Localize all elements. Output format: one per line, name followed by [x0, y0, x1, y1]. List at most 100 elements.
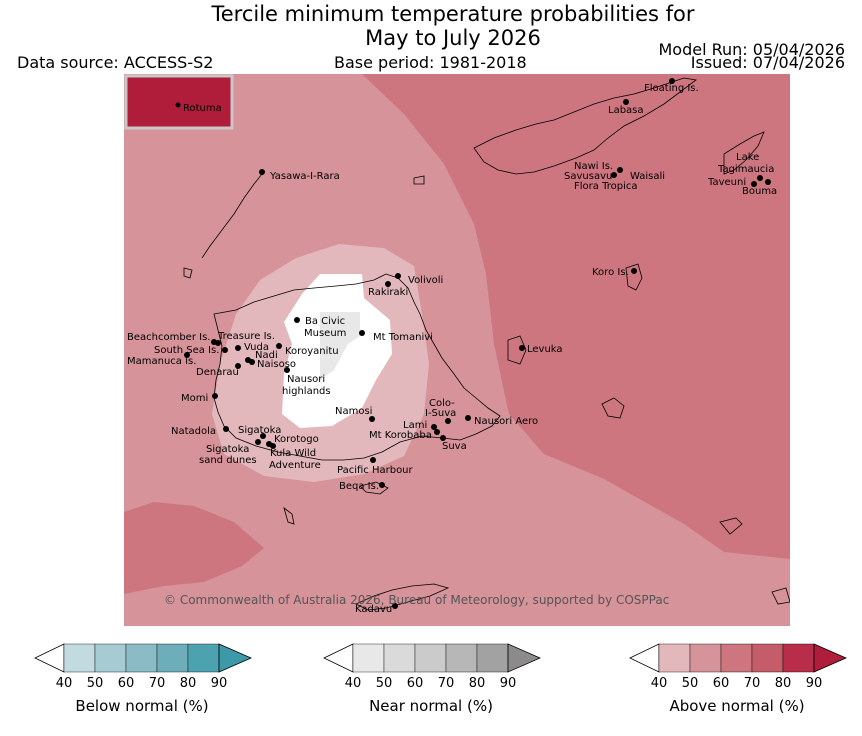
colorbar-tick: 70 [743, 676, 761, 691]
place-koro: Koro Is. [592, 267, 629, 278]
shade-above-60-ne [362, 74, 790, 559]
issued-date: Issued: 07/04/2026 [690, 53, 845, 72]
title-line2: May to July 2026 [365, 26, 541, 50]
rotuma-inset: Rotuma [124, 74, 234, 130]
colorbar-segment [476, 643, 509, 673]
copyright: © Commonwealth of Australia 2026, Bureau… [164, 593, 669, 607]
koro-coast [625, 263, 643, 291]
colorbar-segment [751, 643, 784, 673]
data-source: Data source: ACCESS-S2 [17, 53, 214, 72]
place-treasure: Treasure Is. [217, 331, 275, 342]
place-colo-1: Colo- [429, 398, 455, 409]
colorbar-label-near: Near normal (%) [369, 697, 493, 715]
place-waisali: Waisali [630, 171, 665, 182]
place-floating: Floating Is. [644, 83, 699, 94]
place-sigatoka: Sigatoka [238, 425, 281, 436]
place-lake-1: Lake [736, 152, 759, 163]
place-markers: Floating Is. Labasa Yasawa-I-Rara Nawi I… [127, 78, 777, 615]
inset-label-rotuma: Rotuma [183, 103, 222, 114]
colorbar-tick: 50 [375, 676, 393, 691]
place-vuda: Vuda [244, 342, 269, 353]
colorbar-segment [445, 643, 478, 673]
place-bouma: Bouma [742, 186, 777, 197]
place-beqa: Beqa Is. [339, 481, 379, 492]
colorbar-segment [156, 643, 189, 673]
shade-near-40 [320, 312, 360, 380]
yasawa-coast [201, 173, 263, 259]
place-savusavu: Savusavu [564, 171, 612, 182]
place-rakiraki: Rakiraki [368, 287, 408, 298]
colorbar-segment [352, 643, 385, 673]
place-natadola: Natadola [171, 426, 216, 437]
place-sigdunes-2: sand dunes [199, 455, 257, 466]
colorbar-extend-high [507, 643, 541, 673]
colorbar-label-below: Below normal (%) [75, 697, 209, 715]
islet-2 [601, 397, 625, 419]
colorbar-extend-high [813, 643, 847, 673]
colorbar-tick: 40 [650, 676, 668, 691]
place-nausoriaero: Nausori Aero [474, 416, 538, 427]
colorbar-segment [720, 643, 753, 673]
colorbar-tick: 90 [210, 676, 228, 691]
colorbar-segment [658, 643, 691, 673]
place-baciv-1: Ba Civic [305, 316, 345, 327]
place-baciv-2: Museum [304, 328, 346, 339]
place-lake-2: Tagimaucia [717, 164, 774, 175]
islet-6 [183, 267, 193, 279]
colorbar-tick: 60 [712, 676, 730, 691]
colorbar-extend-low [629, 643, 660, 673]
place-naisoso: Naisoso [257, 359, 296, 370]
place-colo-2: I-Suva [425, 408, 456, 419]
taveuni-coast [723, 131, 765, 175]
place-nausori-1: Nausori [287, 374, 325, 385]
islet-1 [283, 506, 295, 525]
colorbar-segment [383, 643, 416, 673]
place-nadi: Nadi [255, 350, 278, 361]
colorbar-segment [125, 643, 158, 673]
colorbar-segment [187, 643, 220, 673]
colorbar-extend-high [218, 643, 252, 673]
place-yasawa: Yasawa-I-Rara [269, 171, 340, 182]
coastlines [183, 77, 790, 611]
islet-5 [413, 175, 425, 185]
place-levuka: Levuka [527, 344, 563, 355]
place-tomanivi: Mt Tomanivi [373, 332, 433, 343]
colorbar-below-normal [34, 643, 252, 677]
place-kula-1: Kula Wild [270, 448, 316, 459]
colorbar-tick: 70 [148, 676, 166, 691]
colorbar-tick: 90 [805, 676, 823, 691]
place-volivoli: Volivoli [408, 275, 443, 286]
place-southsea: South Sea Is. [154, 345, 219, 356]
colorbar-segment [63, 643, 96, 673]
map-title: Tercile minimum temperature probabilitie… [0, 2, 862, 50]
colorbar-tick: 60 [117, 676, 135, 691]
colorbar-tick: 50 [86, 676, 104, 691]
colorbar-tick: 80 [179, 676, 197, 691]
probability-map[interactable]: Rotuma Floating Is. Labasa Yasawa-I-Rara… [124, 74, 790, 626]
colorbar-segment [94, 643, 127, 673]
islet-3 [719, 517, 743, 535]
colorbar-tick: 60 [406, 676, 424, 691]
colorbar-near-normal [323, 643, 541, 677]
colorbar-tick: 50 [681, 676, 699, 691]
colorbar-tick: 80 [468, 676, 486, 691]
place-momi: Momi [181, 393, 208, 404]
islet-4 [771, 587, 790, 605]
colorbar-tick: 40 [55, 676, 73, 691]
title-line1: Tercile minimum temperature probabilitie… [211, 2, 695, 26]
place-mamanuca: Mamanuca Is. [127, 356, 196, 367]
place-beachcomber: Beachcomber Is. [127, 332, 210, 343]
shade-above-60-sw [124, 502, 264, 594]
ovalau-coast [507, 335, 527, 365]
place-kula-2: Adventure [269, 460, 321, 471]
place-denarau: Denarau [196, 367, 239, 378]
place-korobaba: Mt Korobaba [369, 430, 432, 441]
place-sigdunes-1: Sigatoka [206, 444, 249, 455]
colorbar-tick: 40 [344, 676, 362, 691]
place-labasa: Labasa [608, 105, 644, 116]
colorbar-tick: 90 [499, 676, 517, 691]
colorbar-segment [782, 643, 815, 673]
colorbar-segment [414, 643, 447, 673]
colorbar-segment [689, 643, 722, 673]
place-kadavu: Kadavu [355, 604, 392, 615]
